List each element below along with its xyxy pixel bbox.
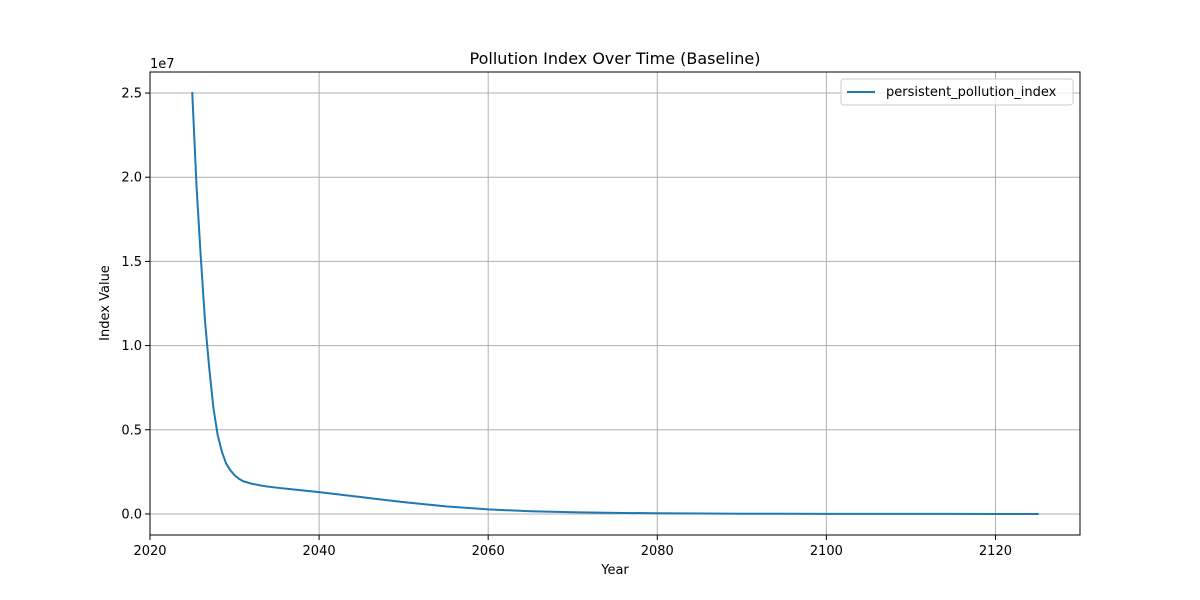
- legend: persistent_pollution_index: [840, 78, 1074, 106]
- y-tick-label: 0.5: [121, 423, 142, 438]
- x-tick-label: 2020: [133, 544, 166, 559]
- x-tick-label: 2120: [979, 544, 1012, 559]
- x-tick-label: 2060: [472, 544, 505, 559]
- plot-area-frame: [149, 71, 1081, 536]
- y-axis-offset-text: 1e7: [150, 57, 175, 72]
- series-line-persistent-pollution-index: [191, 92, 1039, 515]
- series-layer: [191, 92, 1039, 515]
- y-tick-label: 1.5: [121, 255, 142, 270]
- y-axis-ticks: 0.0 0.5 1.0 1.5 2.0 2.5: [121, 87, 150, 522]
- y-tick-label: 1.0: [121, 339, 142, 354]
- x-axis-ticks: 2020 2040 2060 2080 2100 2120: [133, 535, 1012, 559]
- x-tick-label: 2100: [810, 544, 843, 559]
- chart-title: Pollution Index Over Time (Baseline): [470, 49, 761, 68]
- x-tick-label: 2080: [641, 544, 674, 559]
- y-tick-label: 2.0: [121, 171, 142, 186]
- y-tick-label: 0.0: [121, 507, 142, 522]
- legend-box: [840, 78, 1074, 106]
- y-tick-label: 2.5: [121, 87, 142, 102]
- x-tick-label: 2040: [303, 544, 336, 559]
- legend-label-persistent-pollution-index: persistent_pollution_index: [886, 85, 1057, 100]
- x-axis-label: Year: [600, 563, 629, 578]
- y-axis-label: Index Value: [98, 265, 113, 341]
